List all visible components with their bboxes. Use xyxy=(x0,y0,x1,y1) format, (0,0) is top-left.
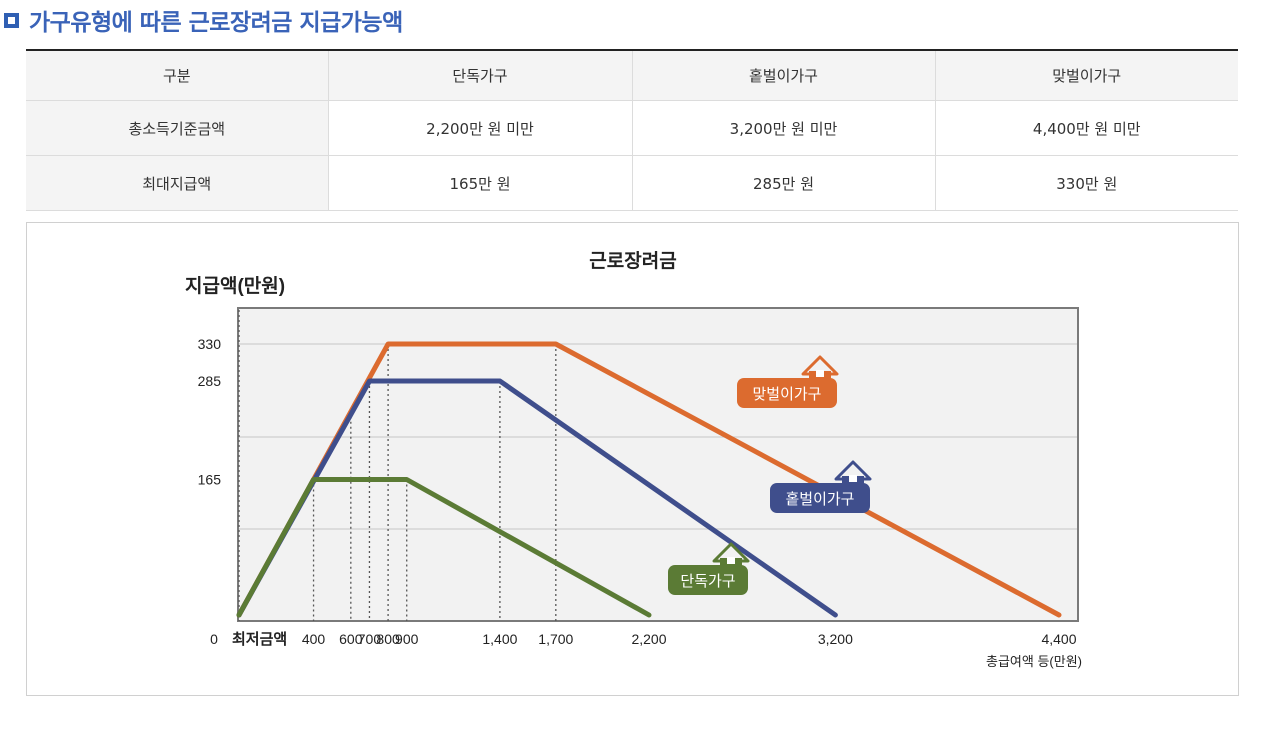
x-tick-label: 900 xyxy=(395,631,419,647)
row-heading-cell: 최대지급액 xyxy=(26,155,328,211)
table-row: 총소득기준금액 2,200만 원 미만 3,200만 원 미만 4,400만 원… xyxy=(26,100,1238,156)
table-cell: 165만 원 xyxy=(327,155,632,211)
x-tick-label: 600 xyxy=(339,631,363,647)
square-bullet-icon xyxy=(4,12,19,28)
table-cell: 285만 원 xyxy=(631,155,935,211)
table-header-cell: 맞벌이가구 xyxy=(934,49,1238,101)
house-icon xyxy=(834,460,872,485)
x-tick-label: 4,400 xyxy=(1041,631,1076,647)
table-header-cell: 홑벌이가구 xyxy=(631,49,935,101)
x-tick-label: 400 xyxy=(302,631,326,647)
x-tick-label: 2,200 xyxy=(631,631,666,647)
series-label-badge xyxy=(737,378,837,408)
series-label: 홑벌이가구 xyxy=(770,460,872,513)
series-label-text: 홑벌이가구 xyxy=(785,491,854,508)
x-tick-label: 1,700 xyxy=(538,631,573,647)
series-label-badge xyxy=(668,565,748,595)
table-header-row: 구분 단독가구 홑벌이가구 맞벌이가구 xyxy=(26,49,1238,101)
y-tick-label: 330 xyxy=(198,336,222,352)
x-tick-label: 3,200 xyxy=(818,631,853,647)
x-tick-label: 700 xyxy=(358,631,382,647)
min-amount-label: 최저금액 xyxy=(232,630,287,648)
series-label-text: 단독가구 xyxy=(680,573,735,590)
x-tick-label: 800 xyxy=(376,631,400,647)
series-label-badge xyxy=(770,483,870,513)
series-label: 단독가구 xyxy=(668,542,750,595)
series-label: 맞벌이가구 xyxy=(737,355,839,408)
section-heading: 가구유형에 따른 근로장려금 지급가능액 xyxy=(4,3,403,37)
table-header-cell: 구분 xyxy=(26,49,328,101)
series-line xyxy=(236,477,652,618)
row-heading-cell: 총소득기준금액 xyxy=(26,100,328,156)
table-row: 최대지급액 165만 원 285만 원 330만 원 xyxy=(26,155,1238,211)
section-title: 가구유형에 따른 근로장려금 지급가능액 xyxy=(29,10,403,36)
y-axis-label: 지급액(만원) xyxy=(185,275,285,297)
house-icon xyxy=(712,542,750,567)
x-tick-label: 1,400 xyxy=(482,631,517,647)
x-axis-label: 총급여액 등(만원) xyxy=(986,654,1082,669)
series-label-text: 맞벌이가구 xyxy=(752,386,821,403)
benefit-table: 구분 단독가구 홑벌이가구 맞벌이가구 총소득기준금액 2,200만 원 미만 … xyxy=(26,49,1238,211)
plot-area xyxy=(237,307,1079,622)
y-tick-label: 285 xyxy=(198,373,222,389)
chart-container: 330 285 165 0 400 600 700 800 900 1,400 1,700 2,200… xyxy=(26,222,1239,696)
table-header-cell: 단독가구 xyxy=(327,49,632,101)
table-cell: 330만 원 xyxy=(934,155,1238,211)
table-cell: 2,200만 원 미만 xyxy=(327,100,632,156)
x-tick-label: 0 xyxy=(210,631,218,647)
house-icon xyxy=(801,355,839,380)
y-tick-label: 165 xyxy=(198,472,222,488)
table-cell: 3,200만 원 미만 xyxy=(631,100,935,156)
chart-title: 근로장려금 xyxy=(589,250,676,272)
table-cell: 4,400만 원 미만 xyxy=(934,100,1238,156)
